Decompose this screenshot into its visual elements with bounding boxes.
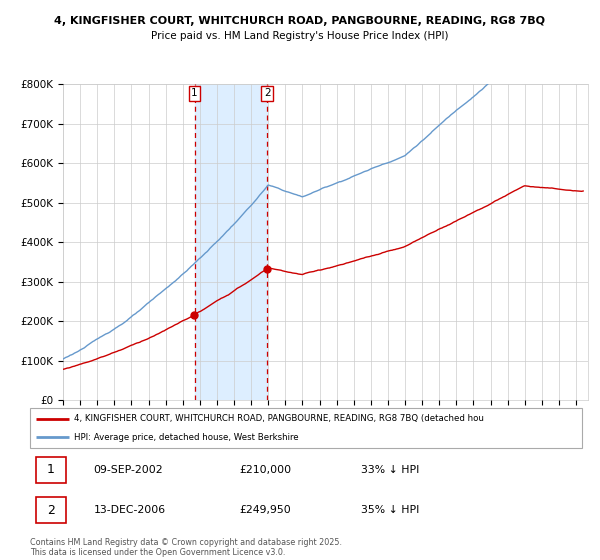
Text: 4, KINGFISHER COURT, WHITCHURCH ROAD, PANGBOURNE, READING, RG8 7BQ (detached hou: 4, KINGFISHER COURT, WHITCHURCH ROAD, PA… (74, 414, 484, 423)
Bar (194, 84, 268, 400)
Text: HPI: Average price, detached house, West Berkshire: HPI: Average price, detached house, West… (74, 433, 299, 442)
Text: 09-SEP-2002: 09-SEP-2002 (94, 465, 163, 475)
Text: 4, KINGFISHER COURT, WHITCHURCH ROAD, PANGBOURNE, READING, RG8 7BQ: 4, KINGFISHER COURT, WHITCHURCH ROAD, PA… (55, 16, 545, 26)
Text: £249,950: £249,950 (240, 506, 292, 515)
Text: 1: 1 (47, 463, 55, 476)
Text: £210,000: £210,000 (240, 465, 292, 475)
Text: 13-DEC-2006: 13-DEC-2006 (94, 506, 166, 515)
Text: 35% ↓ HPI: 35% ↓ HPI (361, 506, 419, 515)
FancyBboxPatch shape (35, 456, 66, 483)
Text: 2: 2 (47, 504, 55, 517)
Text: 33% ↓ HPI: 33% ↓ HPI (361, 465, 419, 475)
Text: Contains HM Land Registry data © Crown copyright and database right 2025.
This d: Contains HM Land Registry data © Crown c… (30, 538, 342, 557)
Text: 1: 1 (191, 88, 198, 99)
Text: 2: 2 (264, 88, 271, 99)
FancyBboxPatch shape (35, 497, 66, 524)
Text: Price paid vs. HM Land Registry's House Price Index (HPI): Price paid vs. HM Land Registry's House … (151, 31, 449, 41)
